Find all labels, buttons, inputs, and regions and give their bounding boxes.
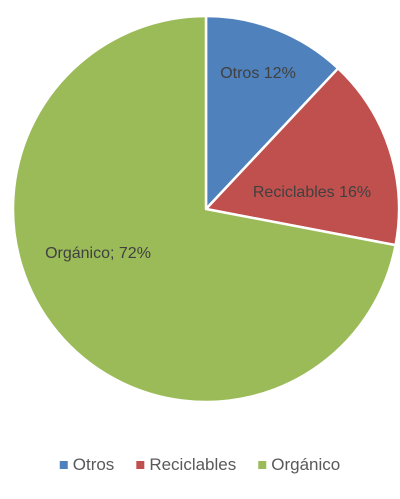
legend-item-otros: Otros bbox=[59, 455, 115, 474]
pie-slice-orgánico bbox=[11, 14, 397, 404]
legend-item-reciclables: Reciclables bbox=[136, 455, 236, 474]
legend-marker-orgánico bbox=[258, 461, 267, 469]
legend-item-orgánico: Orgánico bbox=[258, 455, 340, 474]
slice-labels: Otros 12% Reciclables 16% Orgánico; 72% bbox=[45, 65, 371, 262]
pie-slices bbox=[11, 14, 400, 404]
pie-slice-otros bbox=[204, 14, 340, 211]
legend-marker-otros bbox=[59, 461, 68, 469]
legend-label-orgánico: Orgánico bbox=[271, 455, 340, 474]
data-label-reciclables: Reciclables 16% bbox=[253, 184, 371, 201]
pie-slice-reciclables bbox=[204, 67, 400, 247]
data-label-otros: Otros 12% bbox=[220, 65, 296, 82]
legend: Otros Reciclables Orgánico bbox=[59, 455, 340, 474]
legend-marker-reciclables bbox=[136, 461, 145, 469]
legend-label-otros: Otros bbox=[73, 455, 115, 474]
legend-label-reciclables: Reciclables bbox=[149, 455, 236, 474]
data-label-orgánico: Orgánico; 72% bbox=[45, 245, 151, 262]
